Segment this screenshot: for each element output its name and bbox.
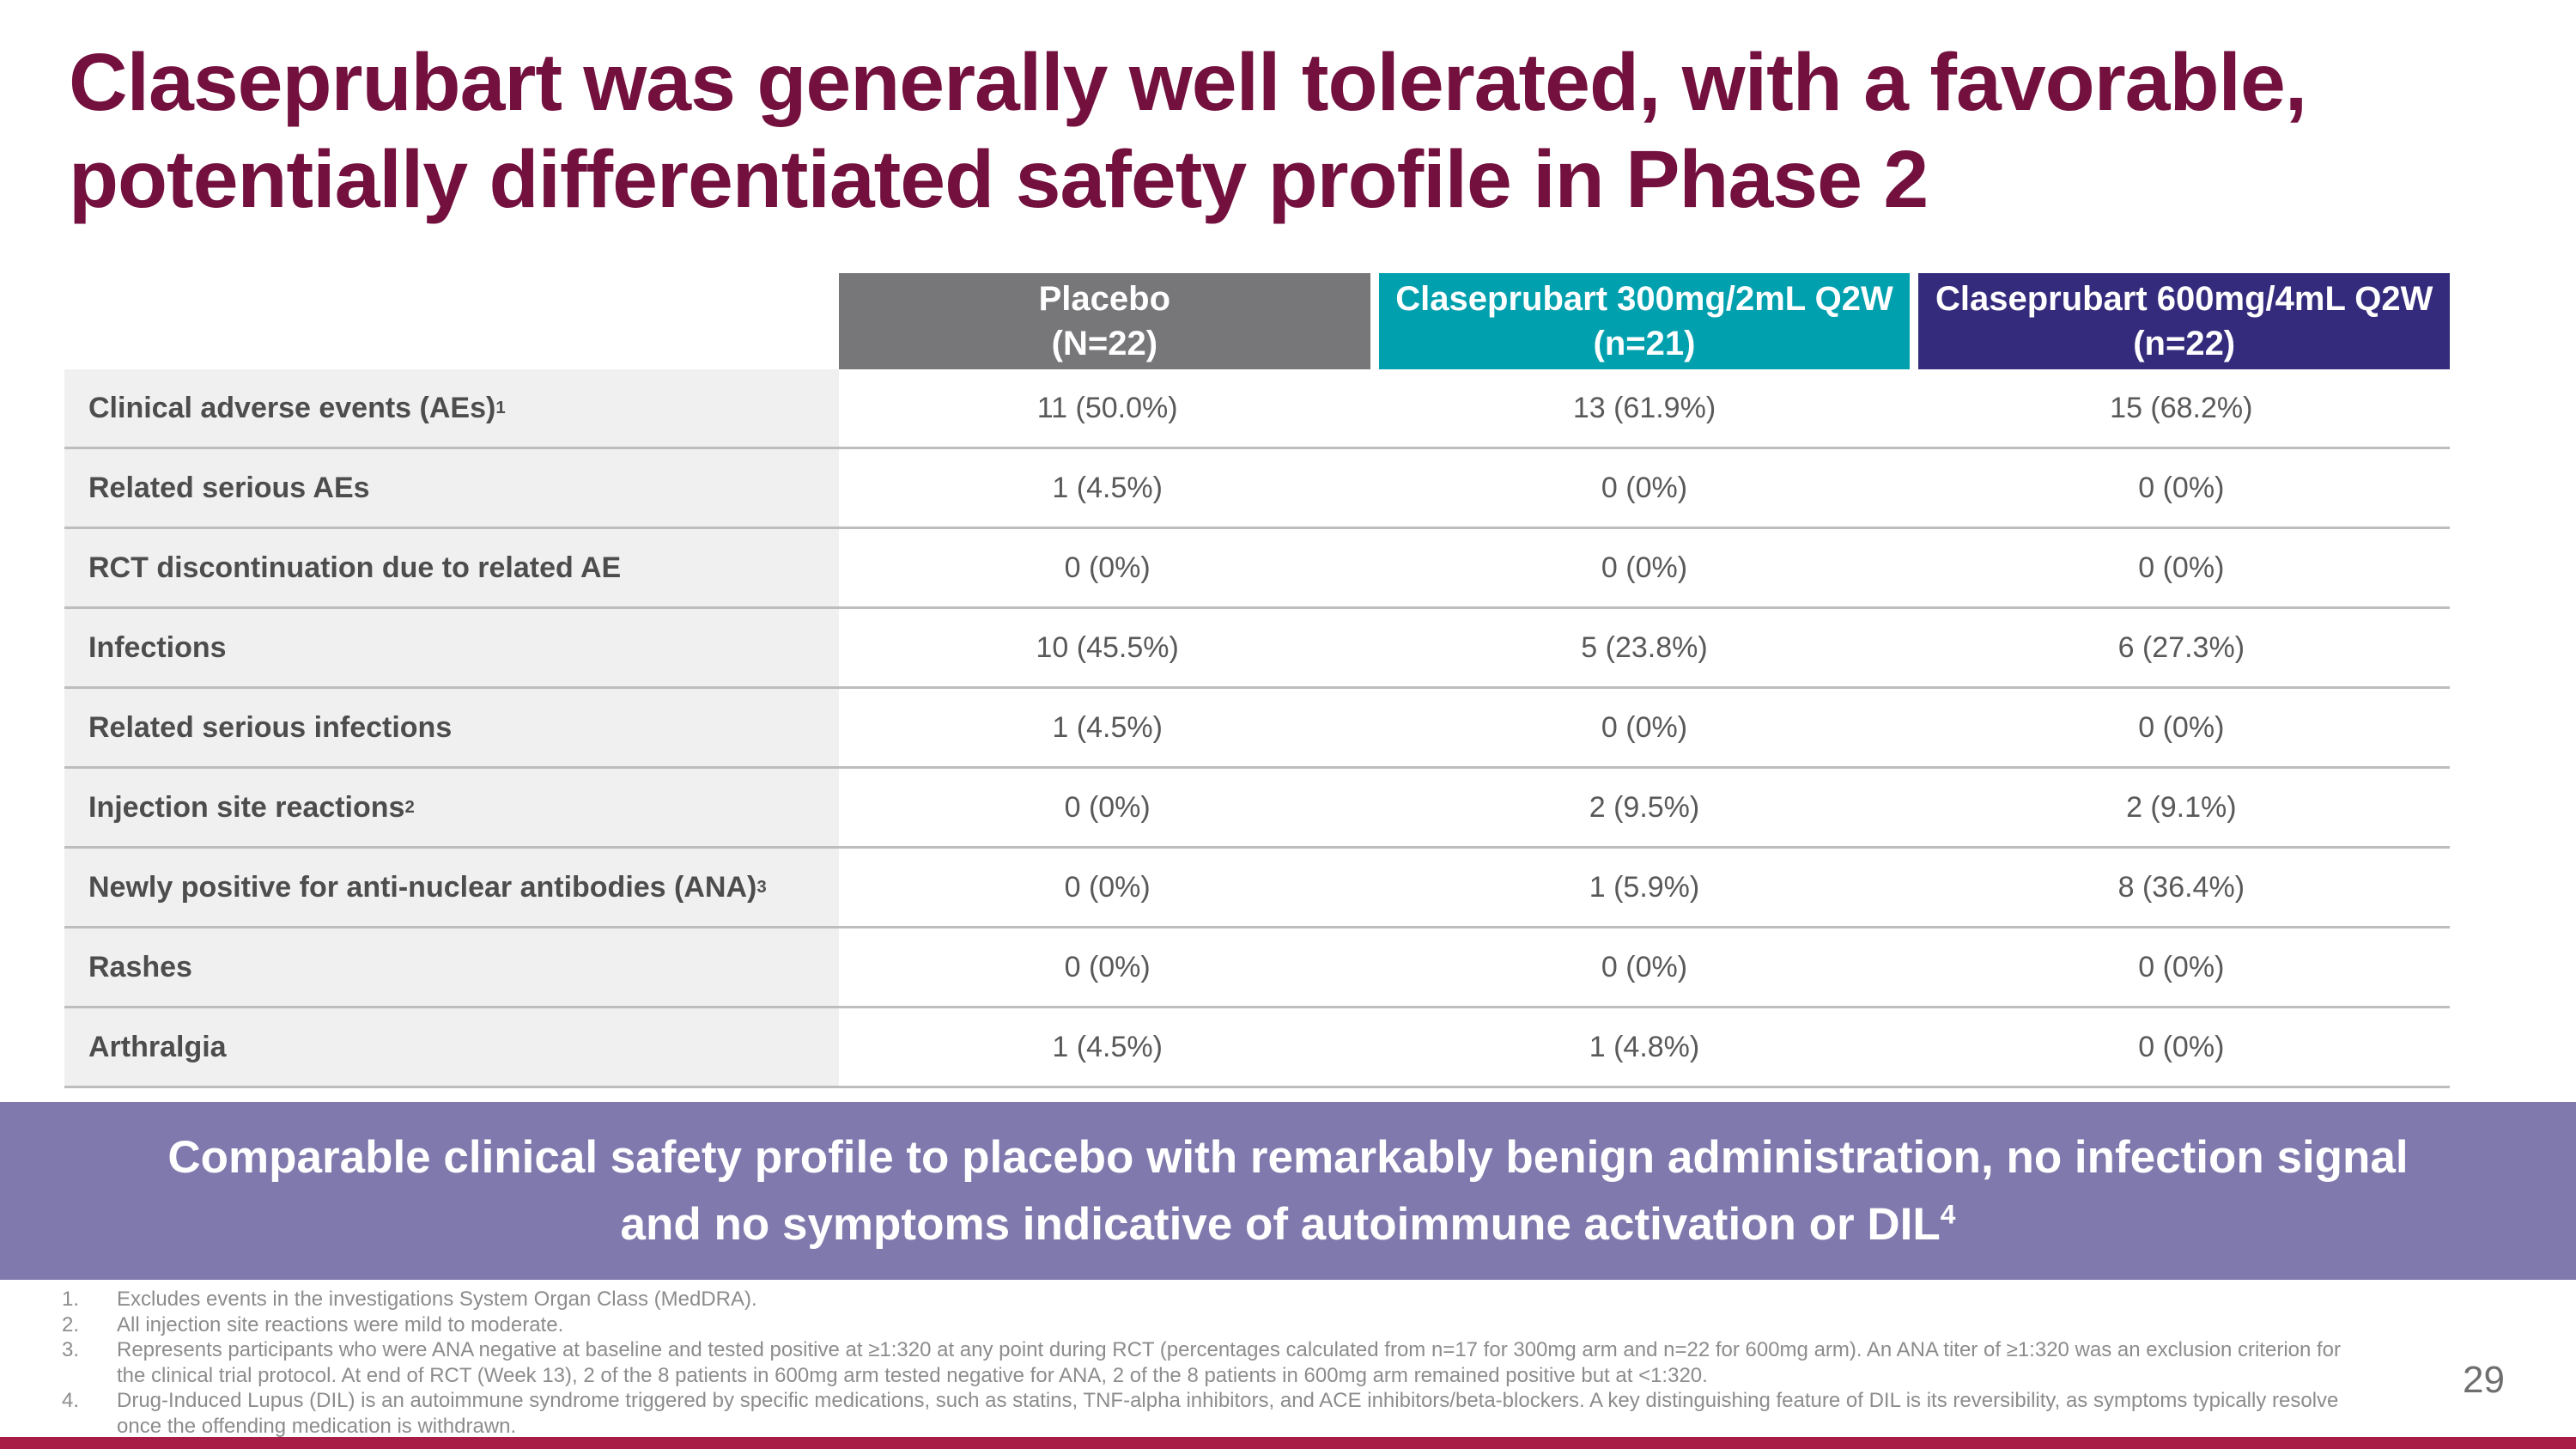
footnote-item: 1. Excludes events in the investigations… xyxy=(62,1287,2380,1312)
cell-value: 2 (9.5%) xyxy=(1589,790,1700,824)
banner-line-2: and no symptoms indicative of autoimmune… xyxy=(0,1191,2576,1258)
page-number: 29 xyxy=(2463,1359,2505,1401)
footnote-text: All injection site reactions were mild t… xyxy=(117,1312,564,1336)
banner-line-1-text: Comparable clinical safety profile to pl… xyxy=(167,1131,2409,1183)
row-label-text: Related serious infections xyxy=(88,710,453,744)
footnote-number: 4. xyxy=(62,1389,80,1412)
row-label: Arthralgia xyxy=(64,1008,839,1086)
column-header-n: (n=21) xyxy=(1593,325,1696,362)
cell-value: 0 (0%) xyxy=(2138,1030,2225,1063)
row-label: Related serious infections xyxy=(64,689,839,766)
row-label-text: Injection site reactions xyxy=(88,790,405,824)
row-label-text: Clinical adverse events (AEs) xyxy=(88,391,496,424)
row-label: Rashes xyxy=(64,928,839,1006)
cell-value: 0 (0%) xyxy=(2138,551,2225,584)
footnote-text: Drug-Induced Lupus (DIL) is an autoimmun… xyxy=(117,1389,2339,1438)
cell-value: 0 (0%) xyxy=(1064,950,1151,983)
table-row: Related serious AEs 1 (4.5%) 0 (0%) 0 (0%) xyxy=(64,449,2450,529)
footnote-text: Excludes events in the investigations Sy… xyxy=(117,1288,757,1311)
cell-value: 0 (0%) xyxy=(1601,710,1688,744)
column-header-n: (N=22) xyxy=(1051,325,1158,362)
footnote-text: Represents participants who were ANA neg… xyxy=(117,1338,2342,1387)
table-row: Rashes 0 (0%) 0 (0%) 0 (0%) xyxy=(64,928,2450,1008)
column-header: Placebo (N=22) xyxy=(839,273,1370,369)
row-label: Injection site reactions 2 xyxy=(64,769,839,846)
footnotes-list: 1. Excludes events in the investigations… xyxy=(62,1287,2380,1439)
cell-value: 6 (27.3%) xyxy=(2117,630,2245,664)
cell-value: 0 (0%) xyxy=(2138,471,2225,504)
row-label-text: Related serious AEs xyxy=(88,471,370,504)
column-header-title: Claseprubart 600mg/4mL Q2W xyxy=(1935,280,2433,318)
table-header-row: Placebo (N=22) Claseprubart 300mg/2mL Q2… xyxy=(64,273,2451,369)
cell-value: 8 (36.4%) xyxy=(2117,870,2245,904)
cell-value: 2 (9.1%) xyxy=(2126,790,2237,824)
cell-value: 1 (4.5%) xyxy=(1052,710,1163,744)
cell-value: 11 (50.0%) xyxy=(1036,391,1178,424)
summary-banner: Comparable clinical safety profile to pl… xyxy=(0,1102,2576,1280)
column-header-n: (n=22) xyxy=(2133,325,2236,362)
row-label: RCT discontinuation due to related AE xyxy=(64,529,839,606)
banner-footnote-sup: 4 xyxy=(1940,1197,1956,1229)
column-header: Claseprubart 600mg/4mL Q2W (n=22) xyxy=(1918,273,2451,369)
footnote-number: 2. xyxy=(62,1312,80,1336)
table-row: Injection site reactions 2 0 (0%) 2 (9.5%)… xyxy=(64,769,2450,849)
row-label: Infections xyxy=(64,609,839,686)
row-label: Related serious AEs xyxy=(64,449,839,527)
footnote-number: 1. xyxy=(62,1288,80,1311)
cell-value: 15 (68.2%) xyxy=(2110,391,2253,424)
row-label-text: Newly positive for anti-nuclear antibodi… xyxy=(88,870,757,904)
footnote-item: 3. Represents participants who were ANA … xyxy=(62,1337,2380,1388)
banner-line-1: Comparable clinical safety profile to pl… xyxy=(0,1124,2576,1191)
bottom-accent-bar xyxy=(0,1437,2576,1449)
row-label-text: Arthralgia xyxy=(88,1030,227,1063)
row-label: Newly positive for anti-nuclear antibodi… xyxy=(64,849,839,926)
row-label-text: Infections xyxy=(88,630,227,664)
cell-value: 5 (23.8%) xyxy=(1581,630,1708,664)
cell-value: 1 (4.5%) xyxy=(1052,471,1163,504)
cell-value: 0 (0%) xyxy=(1601,471,1688,504)
cell-value: 0 (0%) xyxy=(1601,950,1688,983)
cell-value: 0 (0%) xyxy=(2138,950,2225,983)
column-header-title: Claseprubart 300mg/2mL Q2W xyxy=(1395,280,1893,318)
cell-value: 13 (61.9%) xyxy=(1572,391,1716,424)
cell-value: 10 (45.5%) xyxy=(1036,630,1179,664)
cell-value: 0 (0%) xyxy=(1064,870,1151,904)
cell-value: 0 (0%) xyxy=(1064,790,1151,824)
slide-title-line-1: Claseprubart was generally well tolerate… xyxy=(69,37,2307,128)
slide-title-line-2: potentially differentiated safety profil… xyxy=(69,134,1929,225)
row-label-text: Rashes xyxy=(88,950,192,983)
column-header-title: Placebo xyxy=(1038,280,1171,318)
table-body: Clinical adverse events (AEs) 1 11 (50.0%… xyxy=(64,369,2450,1088)
row-label-text: RCT discontinuation due to related AE xyxy=(88,551,622,584)
safety-table: Placebo (N=22) Claseprubart 300mg/2mL Q2… xyxy=(64,273,2451,1088)
table-row: Related serious infections 1 (4.5%) 0 (0%… xyxy=(64,689,2450,769)
cell-value: 0 (0%) xyxy=(1601,551,1688,584)
footnote-item: 2. All injection site reactions were mil… xyxy=(62,1312,2380,1338)
cell-value: 1 (5.9%) xyxy=(1589,870,1700,904)
slide-title: Claseprubart was generally well tolerate… xyxy=(69,34,2307,228)
table-row: Newly positive for anti-nuclear antibodi… xyxy=(64,849,2450,928)
column-header: Claseprubart 300mg/2mL Q2W (n=21) xyxy=(1378,273,1911,369)
footnote-item: 4. Drug-Induced Lupus (DIL) is an autoim… xyxy=(62,1388,2380,1439)
cell-value: 0 (0%) xyxy=(1064,551,1151,584)
cell-value: 1 (4.8%) xyxy=(1589,1030,1700,1063)
footnote-number: 3. xyxy=(62,1338,80,1361)
cell-value: 1 (4.5%) xyxy=(1052,1030,1163,1063)
table-row: Clinical adverse events (AEs) 1 11 (50.0%… xyxy=(64,369,2450,449)
table-corner-spacer xyxy=(64,273,839,369)
banner-line-2-text: and no symptoms indicative of autoimmune… xyxy=(620,1198,1941,1250)
row-label: Clinical adverse events (AEs) 1 xyxy=(64,369,839,447)
cell-value: 0 (0%) xyxy=(2138,710,2225,744)
table-row: RCT discontinuation due to related AE 0 … xyxy=(64,529,2450,609)
table-row: Arthralgia 1 (4.5%) 1 (4.8%) 0 (0%) xyxy=(64,1008,2450,1088)
table-row: Infections 10 (45.5%) 5 (23.8%) 6 (27.3%) xyxy=(64,609,2450,689)
